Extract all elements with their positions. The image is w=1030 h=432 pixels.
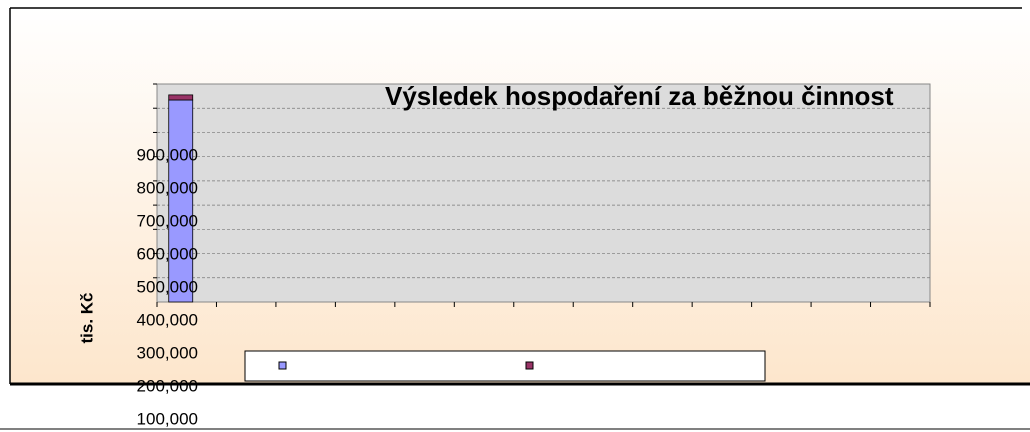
legend-marker [525,361,534,370]
y-tick-label: 900,000 [137,145,198,164]
legend-marker [278,361,287,370]
y-axis-label: tis. Kč [77,292,96,343]
y-tick-label: 800,000 [137,178,198,197]
y-tick-label: 400,000 [137,310,198,329]
y-tick-label: 600,000 [137,244,198,263]
y-tick-label: 500,000 [137,277,198,296]
bar [168,94,194,101]
y-tick-label: 200,000 [137,376,198,395]
y-tick-label: 700,000 [137,211,198,230]
y-tick-label: 100,000 [137,409,198,428]
y-tick-label: 300,000 [137,343,198,362]
legend [244,350,766,382]
chart-title: Výsledek hospodaření za běžnou činnost [385,81,894,111]
bar [168,99,194,303]
plot-area [156,83,931,303]
